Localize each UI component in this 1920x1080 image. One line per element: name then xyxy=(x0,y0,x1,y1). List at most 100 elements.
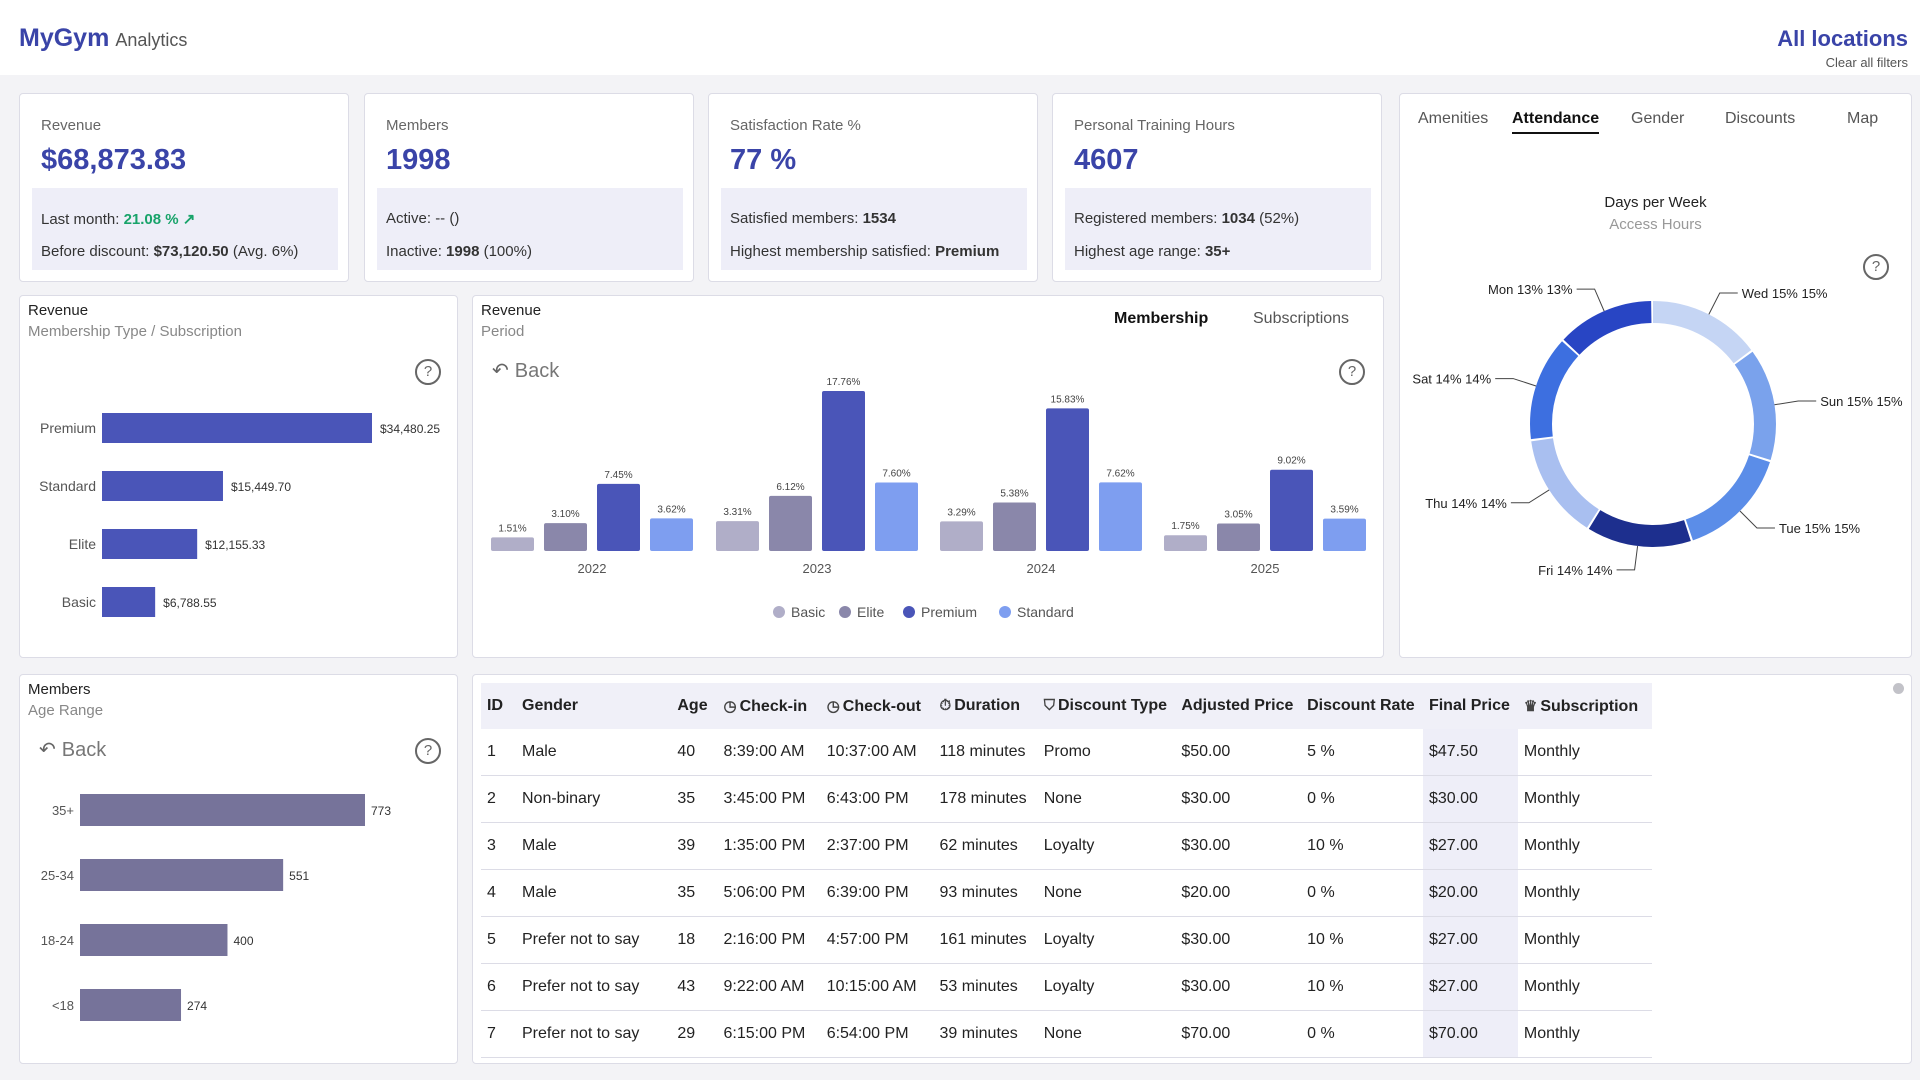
table-row[interactable]: 5 Prefer not to say 18 2:16:00 PM 4:57:00 PM… xyxy=(481,916,1652,964)
table-cell: $30.00 xyxy=(1175,963,1302,1011)
donut-slice-label: Sat 14% 14% xyxy=(1412,372,1491,387)
help-icon[interactable]: ? xyxy=(1863,254,1889,280)
period-bar-standard xyxy=(875,482,918,551)
help-icon[interactable]: ? xyxy=(415,738,441,764)
column-header-id[interactable]: ID xyxy=(481,683,516,729)
tab-discounts[interactable]: Discounts xyxy=(1725,110,1796,127)
table-row[interactable]: 6 Prefer not to say 43 9:22:00 AM 10:15:00 A… xyxy=(481,963,1652,1011)
donut-leader-line xyxy=(1576,288,1605,312)
column-header-label: Check-in xyxy=(739,697,808,715)
location-filter[interactable]: All locations xyxy=(1777,26,1908,51)
help-icon[interactable]: ? xyxy=(1339,359,1365,385)
bar-value-label: 400 xyxy=(233,934,253,948)
help-icon[interactable]: ? xyxy=(415,359,441,385)
column-header-subscription[interactable]: ♛ Subscription xyxy=(1517,683,1652,729)
donut-leader-line xyxy=(1774,400,1817,406)
members-table-panel: ID Gender Age ◷ Check-in ◷ Check-out ⏱ Duration ⛉… xyxy=(472,674,1912,1064)
back-arrow-icon: ↶ xyxy=(39,739,56,761)
tab-subscriptions[interactable]: Subscriptions xyxy=(1253,310,1350,327)
table-cell: $27.00 xyxy=(1422,822,1518,870)
clear-filters-link[interactable]: Clear all filters xyxy=(1825,55,1908,70)
bar-data-label: 5.38% xyxy=(1000,489,1028,500)
table-cell: Loyalty xyxy=(1037,822,1176,870)
bar-category-label: Premium xyxy=(40,420,96,436)
table-cell: 5:06:00 PM xyxy=(717,869,821,917)
tab-amenities[interactable]: Amenities xyxy=(1418,110,1489,127)
tab-map[interactable]: Map xyxy=(1847,110,1879,127)
tab-membership[interactable]: Membership xyxy=(1114,310,1209,327)
active-value: -- () xyxy=(435,210,460,227)
column-header-discount-type[interactable]: ⛉ Discount Type xyxy=(1037,683,1176,729)
donut-leader-line xyxy=(1510,489,1550,504)
donut-slice xyxy=(1530,301,1776,547)
table-row[interactable]: 2 Non-binary 35 3:45:00 PM 6:43:00 PM 178 min… xyxy=(481,775,1652,823)
kpi-value: $68,873.83 xyxy=(41,144,187,176)
table-cell: 1:35:00 PM xyxy=(717,822,821,870)
x-tick-label: 2024 xyxy=(1027,561,1056,576)
table-row[interactable]: 4 Male 35 5:06:00 PM 6:39:00 PM 93 minutes Non… xyxy=(481,869,1652,917)
top-bar: MyGym Analytics All locations Clear all f… xyxy=(0,0,1920,75)
donut-slice-label: Mon 13% 13% xyxy=(1488,282,1573,297)
tab-gender[interactable]: Gender xyxy=(1631,110,1685,127)
bar-data-label: 3.59% xyxy=(1330,505,1358,516)
column-header-check-in[interactable]: ◷ Check-in xyxy=(717,683,821,729)
back-button[interactable]: ↶ Back xyxy=(492,358,559,383)
column-header-discount-rate[interactable]: Discount Rate xyxy=(1301,683,1423,729)
bar-data-label: 3.62% xyxy=(657,504,685,515)
revenue-period-panel: Revenue Period ↶ Back Membership Subscrip… xyxy=(472,295,1384,658)
column-header-gender[interactable]: Gender xyxy=(516,683,672,729)
table-cell: Monthly xyxy=(1517,916,1652,964)
bar-category-label: Standard xyxy=(39,478,96,494)
table-cell: 0 % xyxy=(1301,869,1423,917)
shield-icon: ⛉ xyxy=(1043,697,1055,714)
table-row[interactable]: 7 Prefer not to say 29 6:15:00 PM 6:54:00 PM… xyxy=(481,1010,1652,1058)
table-row[interactable]: 3 Male 39 1:35:00 PM 2:37:00 PM 62 minutes Loy… xyxy=(481,822,1652,870)
kpi-label: Personal Training Hours xyxy=(1074,117,1235,134)
period-bar-elite xyxy=(993,502,1036,551)
table-cell: Prefer not to say xyxy=(516,916,672,964)
table-cell: 6 xyxy=(481,963,516,1011)
period-bar-basic xyxy=(491,537,534,551)
before-discount-label: Before discount: xyxy=(41,243,150,260)
table-cell: 35 xyxy=(671,869,718,917)
legend-swatch xyxy=(903,606,915,618)
column-header-check-out[interactable]: ◷ Check-out xyxy=(820,683,934,729)
bar-data-label: 3.05% xyxy=(1224,510,1252,521)
kpi-detail: Registered members: 1034 (52%) Highest a… xyxy=(1065,188,1371,270)
table-cell: 178 minutes xyxy=(933,775,1038,823)
period-bar-premium xyxy=(822,391,865,551)
table-cell: Male xyxy=(516,822,672,870)
table-cell: 118 minutes xyxy=(933,729,1038,776)
bar-data-label: 3.10% xyxy=(551,509,579,520)
inactive-value: 1998 xyxy=(446,243,480,260)
registered-pct: (52%) xyxy=(1259,210,1300,227)
tab-attendance[interactable]: Attendance xyxy=(1512,110,1600,134)
table-cell: 6:54:00 PM xyxy=(820,1010,934,1058)
column-header-final-price[interactable]: Final Price xyxy=(1422,683,1518,729)
column-header-duration[interactable]: ⏱ Duration xyxy=(933,683,1038,729)
sort-asc-icon[interactable]: ▲ xyxy=(490,703,498,712)
bar-category-label: Elite xyxy=(69,536,96,552)
table-row[interactable]: 1 Male 40 8:39:00 AM 10:37:00 AM 118 minutes P… xyxy=(481,729,1652,776)
members-table: ID Gender Age ◷ Check-in ◷ Check-out ⏱ Duration ⛉… xyxy=(481,683,1652,1058)
period-bar-basic xyxy=(1164,535,1207,551)
column-header-age[interactable]: Age xyxy=(671,683,718,729)
bar-data-label: 7.60% xyxy=(882,469,910,480)
back-button[interactable]: ↶ Back xyxy=(39,737,106,762)
legend-label: Premium xyxy=(921,604,977,620)
panel-title: Members xyxy=(28,681,91,698)
age-range-bar xyxy=(80,859,284,891)
age-range-chart: 35+ 773 25-34 551 18-24 400 <18 274 xyxy=(41,794,391,1021)
age-value: 35+ xyxy=(1204,243,1231,260)
satisfied-label: Satisfied members: xyxy=(730,210,859,227)
bar-value-label: $12,155.33 xyxy=(205,538,265,552)
bar-value-label: 773 xyxy=(371,804,391,818)
column-header-adjusted-price[interactable]: Adjusted Price xyxy=(1175,683,1302,729)
registered-label: Registered members: xyxy=(1074,210,1218,227)
period-bar-premium xyxy=(1046,408,1089,551)
table-cell: $30.00 xyxy=(1175,775,1302,823)
legend-label: Standard xyxy=(1017,604,1074,620)
revenue-type-chart: Premium $34,480.25 Standard $15,449.70 Elite… xyxy=(39,413,440,617)
legend-swatch xyxy=(773,606,785,618)
scrollbar-thumb[interactable] xyxy=(1893,683,1904,694)
